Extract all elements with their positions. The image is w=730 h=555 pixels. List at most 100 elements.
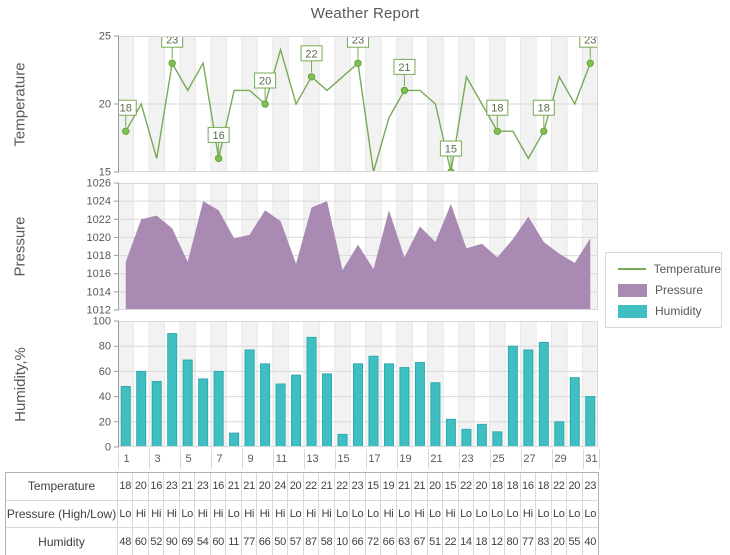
temperature-point-marker [400,86,409,95]
data-table: Temperature 18 20 16 23 21 23 16 21 21 20 24 20 22 21 2… [5,472,599,555]
chart-title: Weather Report [310,5,420,22]
temperature-point-callout [300,45,323,62]
temperature-point-callout [532,99,555,116]
table-cell: 83 [536,528,552,555]
humidity-bar [569,377,580,447]
x-axis-label [320,449,335,469]
x-axis-label [289,449,304,469]
x-axis-label: 13 [304,449,320,469]
table-cell: 18 [505,473,521,501]
table-cell: 52 [149,528,165,555]
humidity-bar [414,362,425,447]
y-axis-tick-label: 20 [99,99,111,111]
table-cell: 20 [427,473,444,501]
temperature-line-swatch-icon [618,268,646,270]
y-axis-tick-label: 20 [99,416,111,428]
table-cell: Lo [582,501,598,529]
temperature-point-label: 18 [120,103,132,115]
table-cell: Hi [133,500,149,529]
table-cell: Lo [334,500,351,529]
humidity-panel: 0 20 40 60 80 100 [93,316,598,454]
humidity-bar [198,378,209,447]
pressure-area [125,201,591,310]
x-axis-label [444,449,459,469]
y-axis-tick-label: 1014 [87,286,111,298]
temperature-axis-title: Temperature [6,36,34,172]
x-axis-label: 17 [366,449,382,469]
pressure-axis-title: Pressure [6,183,34,310]
table-cell: Lo [288,500,304,529]
table-cell: Lo [458,500,475,529]
temperature-point-label: 20 [259,76,271,88]
x-axis-label: 21 [428,449,444,469]
humidity-bar [260,363,271,447]
x-axis-label [227,449,242,469]
humidity-bar [461,428,472,447]
y-axis-tick-label: 1022 [87,214,111,226]
table-cell: 60 [211,528,227,555]
temperature-point-label: 23 [584,35,596,47]
table-cell: 18 [118,473,134,501]
temperature-point-marker [214,154,223,163]
table-cell: 66 [257,528,273,555]
y-axis-tick-label: 40 [99,391,111,403]
table-cell: Hi [164,500,180,529]
table-cell: 20 [552,528,568,555]
table-cell: 16 [210,473,227,501]
x-axis-label [196,449,211,469]
table-cell: 21 [319,473,335,501]
temperature-point-callout [207,126,230,143]
y-axis-tick-label: 1024 [87,196,111,208]
y-axis-tick-label: 25 [99,31,111,43]
legend-item-pressure: Pressure [618,283,721,297]
pressure-plot-area [118,183,598,310]
x-axis-label [506,449,521,469]
table-cell: 69 [180,528,196,555]
table-cell: 21 [179,473,196,501]
table-cell: Hi [319,500,335,529]
temperature-point-label: 23 [352,35,364,47]
table-row-header: Pressure (High/Low) [6,500,118,529]
humidity-bar [337,433,348,447]
table-cell: 22 [303,473,320,501]
table-cell: 87 [304,528,320,555]
humidity-bar [430,382,441,447]
table-cell: 23 [582,473,598,501]
humidity-axis-title: Humidity,% [6,321,34,447]
table-cell: 18 [536,473,552,501]
humidity-bar [476,423,487,447]
table-cell: 60 [133,528,149,555]
y-axis-tick-label: 15 [99,167,111,179]
temperature-point-callout [118,99,137,116]
table-cell: 22 [443,528,459,555]
y-axis-tick-label: 1012 [87,305,111,317]
x-axis-label: 23 [459,449,475,469]
humidity-bar [383,363,394,447]
table-cell: 10 [335,528,351,555]
table-cell: 24 [272,473,289,501]
table-cell: 22 [551,473,568,501]
table-cell: 15 [365,473,382,501]
humidity-bar [182,359,193,447]
temperature-point-callout [579,36,598,48]
temperature-point-marker [261,100,269,108]
table-cell: 51 [428,528,444,555]
table-cell: Lo [226,500,242,529]
y-axis-tick-label: 1018 [87,250,111,262]
humidity-bar [120,386,131,447]
table-cell: 66 [350,528,366,555]
table-cell: Lo [536,500,552,529]
table-cell: 21 [226,473,242,501]
pressure-area-swatch-icon [618,283,647,297]
table-row-header: Temperature [6,473,118,501]
x-axis-label [165,449,180,469]
table-cell: Hi [412,500,428,529]
table-cell: 21 [396,473,413,501]
temperature-point-marker [586,59,594,67]
table-cell: 23 [350,473,366,501]
x-axis-label: 1 [123,453,130,465]
table-row-header: Humidity [6,528,118,555]
table-cell: Hi [195,500,211,529]
table-cell: 22 [334,473,351,501]
x-axis-label: 11 [273,449,289,469]
